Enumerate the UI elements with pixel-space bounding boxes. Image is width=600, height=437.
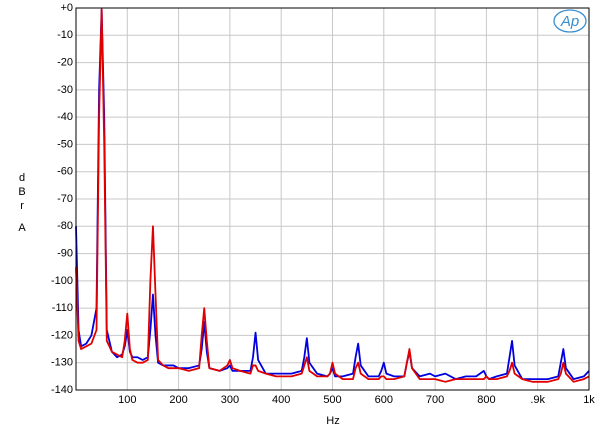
y-tick-label: -130 [51, 357, 73, 369]
y-tick-label: -140 [51, 384, 73, 396]
y-tick-label: -120 [51, 329, 73, 341]
y-tick-label: -40 [57, 111, 73, 123]
logo-ring [553, 9, 587, 33]
y-tick-label: -10 [57, 29, 73, 41]
x-tick-label: 300 [221, 394, 239, 406]
x-tick-label: 800 [477, 394, 495, 406]
x-tick-label: 200 [169, 394, 187, 406]
x-tick-label: .9k [530, 394, 545, 406]
x-tick-label: 100 [118, 394, 136, 406]
logo: Ap [560, 13, 579, 30]
x-tick-label: 400 [272, 394, 290, 406]
x-tick-label: 700 [426, 394, 444, 406]
y-tick-label: +0 [60, 2, 73, 14]
series [75, 8, 590, 383]
y-axis-unit: A [18, 222, 26, 234]
y-tick-label: -70 [57, 193, 73, 205]
y-tick-label: -110 [52, 302, 73, 314]
x-tick-label: 500 [323, 394, 341, 406]
plot-frame [75, 7, 590, 391]
y-tick-label: -100 [51, 275, 73, 287]
y-axis-label: dBr [16, 172, 28, 214]
y-tick-label: -20 [57, 56, 73, 68]
x-tick-label: 1k [583, 394, 595, 406]
y-tick-label: -30 [57, 84, 73, 96]
x-axis-label: Hz [326, 415, 339, 427]
x-tick-label: 600 [375, 394, 393, 406]
y-tick-label: -60 [57, 166, 73, 178]
y-tick-label: -50 [57, 138, 73, 150]
y-tick-label: -80 [57, 220, 73, 232]
series-line [75, 8, 590, 383]
y-tick-label: -90 [57, 247, 73, 259]
